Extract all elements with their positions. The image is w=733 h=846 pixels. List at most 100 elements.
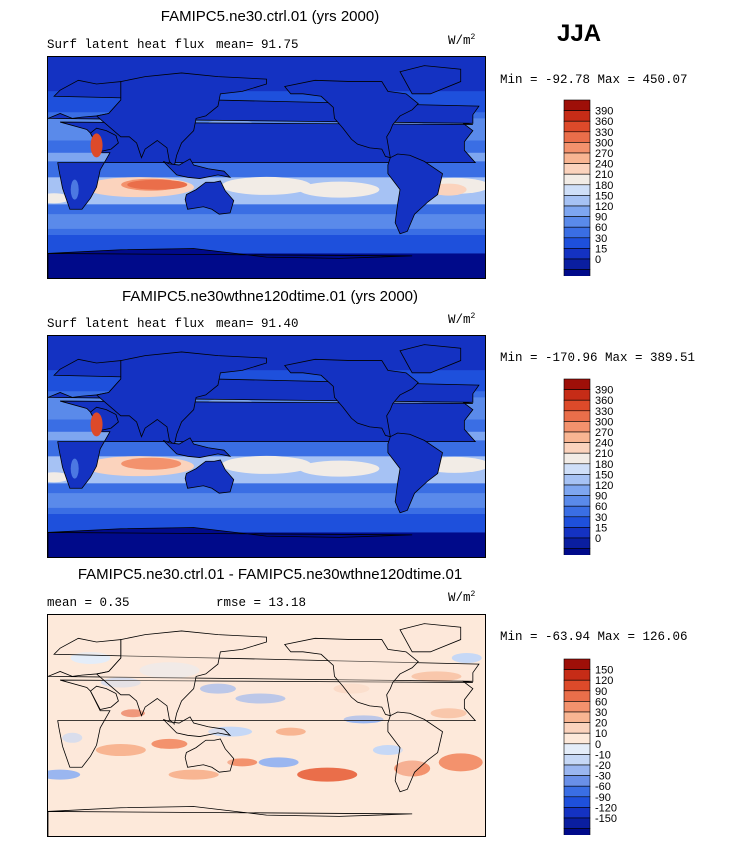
colorbar-3-label: -60 [595,781,611,793]
diff-anomaly-9 [62,732,83,743]
colorbar-1-label: 360 [595,116,613,128]
colorbar-3-label: 10 [595,728,607,740]
colorbar-3-label: -20 [595,760,611,772]
continent-indonesia [163,716,232,737]
panel-1-minmax: Min = -92.78 Max = 450.07 [500,73,688,87]
colorbar-3-box [563,775,591,787]
field-max-sw-pacific [221,455,312,474]
field-red-sea [90,133,103,158]
colorbar-2-box [563,410,591,422]
panel-2-map [47,335,486,558]
colorbar-3-label: 120 [595,675,613,687]
continent-indonesia [163,437,232,458]
colorbar-3-box [563,679,591,692]
colorbar-2-box [563,516,591,528]
continent-asia [95,72,267,168]
colorbar-1-box [563,110,591,122]
colorbar-1-label: 30 [595,233,607,245]
field-land-africa-south [70,458,79,479]
season-label: JJA [557,20,602,47]
colorbar-3-label: 20 [595,718,607,730]
colorbar-3-box [563,743,591,755]
continent-samerica [387,153,443,235]
colorbar-2-box [563,389,591,401]
diff-anomaly-21 [451,652,482,663]
panel-2-colorbar: 390 360 330 300 270 240 210 180 150 120 90 60 30 15 0 [550,375,670,560]
colorbar-1-box [563,195,591,207]
diff-anomaly-12 [139,662,200,679]
panel-3-rmse: rmse = 13.18 [216,596,307,610]
field-red-sea [90,412,103,437]
colorbar-3-box [563,732,591,745]
diff-anomaly-5 [297,767,358,782]
colorbar-2-label: 240 [595,438,613,450]
colorbar-1-label: 60 [595,222,607,234]
colorbar-2-box [563,421,591,433]
diff-anomaly-3 [235,693,286,704]
colorbar-2-label: 0 [595,533,601,545]
field-max-se-pacific [299,460,380,477]
colorbar-2-label: 60 [595,501,607,513]
colorbar-3-label: -10 [595,749,611,761]
diff-anomaly-20 [48,769,81,780]
colorbar-1-box [563,226,591,239]
colorbar-1-label: 210 [595,169,613,181]
diff-anomaly-2 [208,726,253,737]
field-max-indian-peak [127,179,188,190]
colorbar-1-box [563,237,591,249]
colorbar-1-label: 15 [595,243,607,255]
diff-anomaly-19 [343,715,384,724]
continent-australia [184,459,235,494]
colorbar-1-box [563,184,591,196]
colorbar-3-box [563,658,591,670]
colorbar-2-box [563,484,591,496]
colorbar-1-label: 0 [595,254,601,266]
field-band-antarctic [48,811,485,836]
diff-anomaly-13 [411,671,462,682]
colorbar-3-label: -90 [595,792,611,804]
colorbar-1-box [563,258,591,270]
diff-anomaly-14 [120,709,145,718]
continent-arabia [89,685,119,710]
colorbar-1-label: 120 [595,201,613,213]
diff-anomaly-6 [394,760,431,777]
colorbar-2-label: 120 [595,480,613,492]
field-band-eq [48,442,485,453]
colorbar-1-box [563,152,591,164]
continent-antarctica [48,248,413,278]
colorbar-1-box [563,131,591,143]
continent-greenland [399,344,462,374]
colorbar-3-box [563,807,591,819]
colorbar-2-label: 330 [595,406,613,418]
continent-antarctica [48,527,413,557]
field-max-benguela [48,472,71,483]
colorbar-2-label: 30 [595,512,607,524]
field-max-benguela [48,193,71,204]
colorbar-2-label: 390 [595,385,613,397]
diff-anomaly-8 [430,708,467,719]
diff-anomaly-1 [151,738,188,749]
continent-greenland [399,65,462,95]
field-band-antarctic [48,253,485,278]
colorbar-2-label: 180 [595,459,613,471]
continent-samerica [387,432,443,514]
field-max-sw-pacific [221,176,312,195]
colorbar-2-box [563,463,591,475]
diff-anomaly-7 [438,753,483,772]
continent-greenland [399,623,462,653]
panel-2-units: W/m2 [448,312,476,328]
panel-1-title: FAMIPC5.ne30.ctrl.01 (yrs 2000) [160,8,380,25]
field-band-sh-mid [48,493,485,508]
colorbar-3-box [563,690,591,702]
diff-anomaly-4 [275,727,306,736]
panel-3-minmax: Min = -63.94 Max = 126.06 [500,630,688,644]
colorbar-1-label: 270 [595,148,613,160]
panel-1-mean: mean= 91.75 [216,38,299,52]
field-band-eq [48,163,485,174]
colorbar-2-box [563,548,591,560]
colorbar-3-box [563,711,591,723]
colorbar-2-label: 270 [595,427,613,439]
diff-anomaly-0 [95,744,146,757]
colorbar-3-label: 150 [595,665,613,677]
colorbar-1-box [563,120,591,133]
